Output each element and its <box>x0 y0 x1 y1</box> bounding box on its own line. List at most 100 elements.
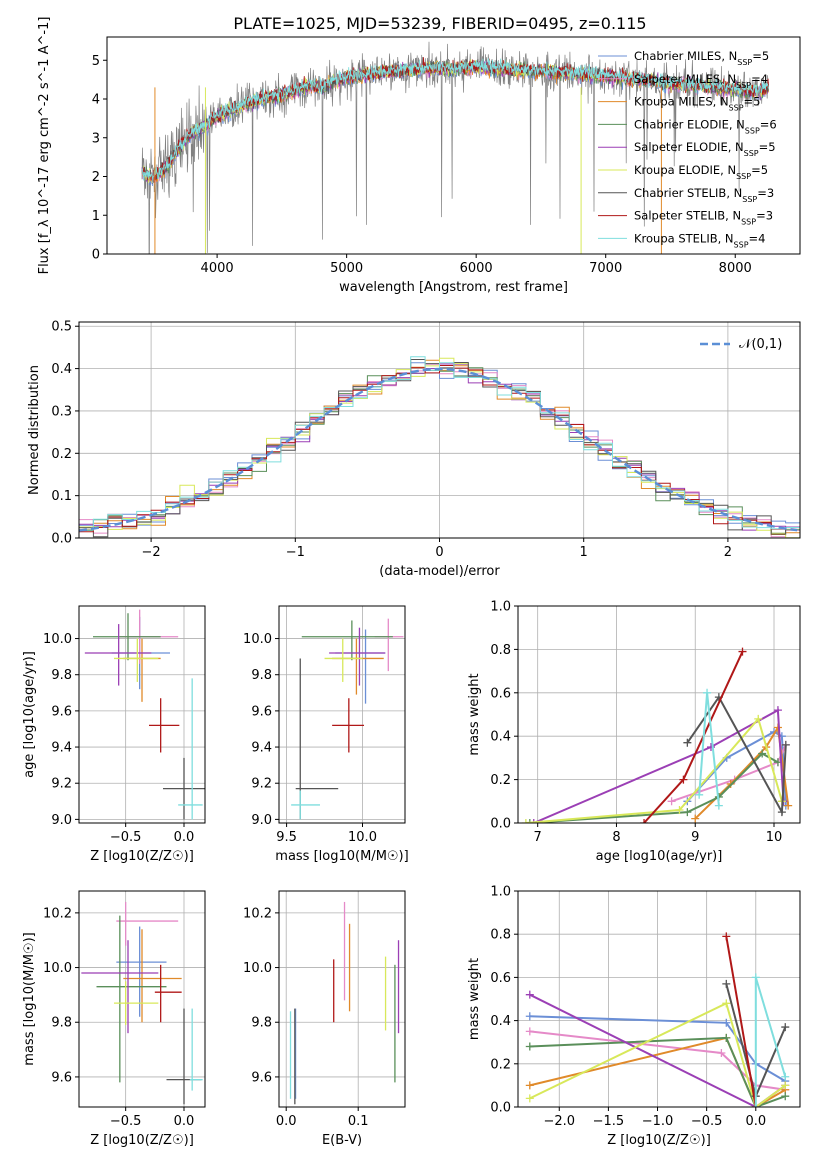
mass-weight-marker <box>683 808 692 817</box>
mass-weight-marker <box>722 932 731 941</box>
mass-weight-marker <box>738 647 747 656</box>
panel-mass_weight_vs_Z: −2.0 −1.5 −1.0 −0.5 0.0 0.0 0.2 0.4 0.6 0.8 1.0 Z [… <box>467 885 801 1148</box>
x-axis-label: (data-model)/error <box>379 564 500 579</box>
legend-entry: Salpeter STELIB, NSSP=3 <box>634 209 773 227</box>
mass-weight-marker <box>781 1023 790 1032</box>
x-axis-label: age [log10(age/yr)] <box>596 849 723 864</box>
spectrum-legend: Chabrier MILES, NSSP=5 Salpeter MILES, NS… <box>598 49 777 249</box>
x-axis-label: mass [log10(M/M☉)] <box>275 849 408 864</box>
y-tick-label: 0.2 <box>490 773 511 788</box>
mass-weight-marker <box>722 979 731 988</box>
plot-area <box>521 647 793 823</box>
y-tick-label: 0.0 <box>490 817 511 832</box>
mass-weight-line <box>529 1001 786 1107</box>
normal-curve <box>79 367 798 532</box>
axes-frame <box>517 890 801 1108</box>
y-tick-label: 10.0 <box>243 632 272 647</box>
residual-histogram <box>79 357 800 538</box>
x-tick-label: −2.0 <box>543 1114 575 1129</box>
x-axis-label: E(B-V) <box>322 1133 362 1148</box>
x-tick-label: 10 <box>766 830 783 845</box>
model-spectrum-line <box>141 58 769 184</box>
legend-entry: 𝒩(0,1) <box>739 337 782 352</box>
mass-weight-line <box>725 936 757 1107</box>
mass-weight-line <box>525 716 783 823</box>
legend-entry: Salpeter ELODIE, NSSP=5 <box>634 140 776 158</box>
mass-weight-marker <box>722 1018 731 1027</box>
x-tick-label: −1.5 <box>593 1114 625 1129</box>
x-tick-label: −1.0 <box>642 1114 674 1129</box>
y-tick-label: 0.5 <box>51 320 72 335</box>
legend-entry: Chabrier MILES, NSSP=5 <box>634 49 769 67</box>
mass-weight-line <box>529 1036 786 1107</box>
y-tick-label: 0.4 <box>51 362 72 377</box>
mass-weight-marker <box>758 749 767 758</box>
x-tick-label: −0.5 <box>110 1114 142 1129</box>
y-tick-label: 10.0 <box>243 961 272 976</box>
x-axis-label: Z [log10(Z/Z☉)] <box>607 1133 711 1148</box>
plot-area <box>525 932 790 1107</box>
x-tick-label: −2 <box>142 545 161 560</box>
axes-frame <box>106 36 801 255</box>
plot-area <box>79 356 800 538</box>
x-tick-label: −0.5 <box>110 830 142 845</box>
mass-weight-marker <box>751 973 760 982</box>
x-tick-label: 0.0 <box>174 1114 195 1129</box>
x-tick-label: 0.0 <box>174 830 195 845</box>
x-tick-label: 5000 <box>330 261 363 276</box>
x-tick-label: 8000 <box>719 261 752 276</box>
mass-weight-marker <box>695 790 704 799</box>
mass-weight-marker <box>777 808 786 817</box>
y-tick-label: 9.8 <box>51 668 72 683</box>
y-axis-label: Flux [f_λ 10^-17 erg cm^-2 s^-1 A^-1] <box>37 17 52 275</box>
mass-weight-marker <box>722 1033 731 1042</box>
mass-weight-marker <box>717 1049 726 1057</box>
mass-weight-marker <box>781 1092 790 1101</box>
mass-weight-marker <box>691 814 700 823</box>
mass-weight-marker <box>703 688 712 697</box>
x-tick-label: 4000 <box>201 261 234 276</box>
panel-mass_vs_Z: −0.5 0.0 9.6 9.8 10.0 10.2 Z [log10(Z/Z☉)] mass… <box>22 890 206 1148</box>
y-tick-label: 9.8 <box>251 668 272 683</box>
mass-weight-marker <box>784 801 793 810</box>
x-axis-label: wavelength [Angstrom, rest frame] <box>339 280 568 295</box>
axes-frame <box>78 890 206 1108</box>
mass-weight-line <box>533 708 785 823</box>
y-tick-label: 1 <box>92 209 100 224</box>
mass-weight-marker <box>525 1042 534 1051</box>
y-tick-label: 10.0 <box>43 632 72 647</box>
y-axis-label: mass [log10(M/M☉)] <box>22 932 37 1065</box>
x-tick-label: 0.0 <box>276 1114 297 1129</box>
figure-title: PLATE=1025, MJD=53239, FIBERID=0495, z=0… <box>233 14 646 33</box>
y-axis-label: age [log10(age/yr)] <box>22 651 37 778</box>
y-tick-label: 0.3 <box>51 404 72 419</box>
mass-weight-marker <box>714 801 723 810</box>
x-tick-label: 1 <box>580 545 588 560</box>
y-tick-label: 0.0 <box>490 1101 511 1116</box>
mass-weight-marker <box>722 999 731 1008</box>
legend-entry: Chabrier STELIB, NSSP=3 <box>634 186 774 204</box>
y-axis-label: Normed distribution <box>27 365 42 495</box>
y-tick-label: 10.2 <box>43 906 72 921</box>
x-tick-label: 10.0 <box>348 830 377 845</box>
y-tick-label: 2 <box>92 170 100 185</box>
y-tick-label: 0.2 <box>490 1057 511 1072</box>
legend-entry: Salpeter MILES, NSSP=4 <box>634 72 768 90</box>
y-tick-label: 9.6 <box>251 704 272 719</box>
x-tick-label: 0.1 <box>348 1114 369 1129</box>
y-tick-label: 9.6 <box>251 1070 272 1085</box>
x-tick-label: 2 <box>724 545 732 560</box>
mass-weight-marker <box>781 1081 790 1090</box>
y-tick-label: 0.0 <box>51 532 72 547</box>
y-tick-label: 0.2 <box>51 447 72 462</box>
legend-entry: Kroupa STELIB, NSSP=4 <box>634 231 765 249</box>
y-tick-label: 9.2 <box>51 777 72 792</box>
y-tick-label: 0.1 <box>51 489 72 504</box>
y-tick-label: 10.2 <box>243 906 272 921</box>
mass-weight-line <box>686 695 787 816</box>
mass-weight-marker <box>781 1072 790 1081</box>
y-tick-label: 0.4 <box>490 730 511 745</box>
mass-weight-marker <box>773 706 782 715</box>
x-tick-label: 8 <box>612 830 620 845</box>
